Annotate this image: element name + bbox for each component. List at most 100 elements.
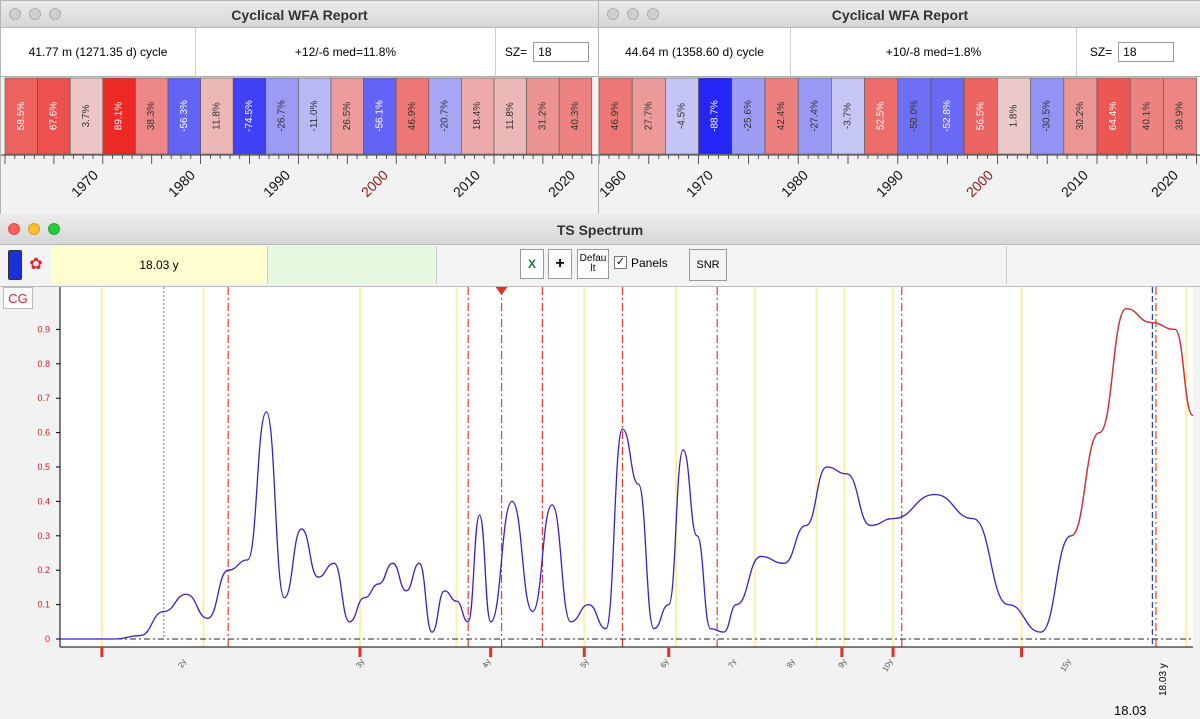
wfa-cell bbox=[526, 77, 560, 155]
wfa-year-label: 2010 bbox=[1058, 167, 1091, 200]
x-tick-label: 9y bbox=[836, 658, 848, 670]
wfa-cell bbox=[232, 77, 267, 155]
wfa-year-label: 1980 bbox=[165, 167, 198, 200]
x-tick-label: 8y bbox=[785, 658, 797, 670]
wfa-cell bbox=[1030, 77, 1065, 155]
wfa-year-label: 2010 bbox=[450, 167, 483, 200]
wfa-year-label: 2020 bbox=[1148, 167, 1181, 200]
wfa-cell-label: 46.9% bbox=[407, 102, 418, 130]
y-tick-label: 0.9 bbox=[37, 324, 50, 334]
close-button[interactable] bbox=[607, 8, 619, 20]
wfa-cell-label: 30.2% bbox=[1075, 102, 1086, 130]
wfa-cell-label: 40.3% bbox=[570, 102, 581, 130]
panels-checkbox[interactable]: ✓ bbox=[614, 256, 627, 269]
wfa-cell-label: -11.0% bbox=[309, 100, 320, 131]
zoom-button[interactable] bbox=[647, 8, 659, 20]
wfa-cell-label: -56.1% bbox=[374, 100, 385, 132]
wfa-cell-label: 11.8% bbox=[505, 102, 516, 130]
x-marker bbox=[1020, 647, 1024, 657]
secondary-field[interactable] bbox=[268, 246, 437, 284]
wfa-cell bbox=[963, 77, 998, 155]
wfa-cell bbox=[4, 77, 38, 155]
wfa-cell bbox=[363, 77, 397, 155]
wfa-cell bbox=[864, 77, 899, 155]
wfa-cell-label: -4.5% bbox=[677, 103, 688, 129]
close-button[interactable] bbox=[8, 223, 20, 235]
wfa-year-label: 1970 bbox=[68, 167, 101, 200]
wfa-cell-label: 46.9% bbox=[610, 102, 621, 130]
wfa-cell bbox=[1163, 77, 1197, 155]
period-field[interactable]: 18.03 y bbox=[51, 246, 268, 284]
minimize-button[interactable] bbox=[28, 223, 40, 235]
wfa-cell bbox=[298, 77, 332, 155]
x-marker bbox=[582, 647, 586, 657]
minimize-button[interactable] bbox=[627, 8, 639, 20]
sz-input[interactable]: 18 bbox=[1118, 42, 1175, 62]
wfa-cell bbox=[200, 77, 234, 155]
zoom-button[interactable] bbox=[49, 8, 61, 20]
color-swatch-button[interactable] bbox=[8, 250, 22, 280]
add-button[interactable]: + bbox=[548, 249, 572, 279]
cursor-period-label: 18.03 y bbox=[1158, 663, 1169, 696]
wfa-cell-label: 1.8% bbox=[1009, 104, 1020, 127]
wfa-year-label: 1980 bbox=[778, 167, 811, 200]
wfa-cell bbox=[135, 77, 169, 155]
x-tick-label: 4y bbox=[480, 658, 492, 670]
wfa-cell-label: 67.6% bbox=[48, 102, 59, 130]
wfa-cell-label: -26.7% bbox=[277, 100, 288, 132]
wfa-cell-label: 52.5% bbox=[876, 102, 887, 130]
wfa-cell bbox=[599, 77, 633, 155]
y-tick-label: 0.7 bbox=[37, 393, 50, 403]
wfa-cell-label: -30.5% bbox=[1042, 100, 1053, 132]
sz-label: SZ= bbox=[504, 45, 528, 59]
selected-peak-marker[interactable] bbox=[495, 287, 508, 295]
y-tick-label: 0.2 bbox=[37, 565, 50, 575]
wfa-cell-label: 11.8% bbox=[211, 102, 222, 130]
default-button[interactable]: Default bbox=[577, 249, 609, 279]
wfa-cell-label: 89.1% bbox=[114, 102, 125, 130]
wfa-cell bbox=[997, 77, 1031, 155]
wfa-cell-label: -25.6% bbox=[743, 100, 754, 132]
sz-input[interactable]: 18 bbox=[533, 42, 590, 62]
y-tick-label: 0.5 bbox=[37, 462, 50, 472]
y-tick-label: 0.6 bbox=[37, 428, 50, 438]
spectrum-plot[interactable]: 0 0.1 0.2 0.3 0.4 0.5 0.6 0.7 0.8 0.9 2y 3y 4y 5y 6y 7y… bbox=[0, 287, 1200, 719]
wfa-cell bbox=[897, 77, 932, 155]
wfa-cell bbox=[461, 77, 495, 155]
y-tick-label: 0 bbox=[45, 634, 50, 644]
wfa-window-left: Cyclical WFA Report 41.77 m (1271.35 d) … bbox=[0, 0, 599, 215]
wfa-heatmap: 58.5% 67.6% 3.7% 89.1% 38.3% -56.3% 11.8% -74.5… bbox=[1, 77, 598, 200]
y-tick-label: 0.1 bbox=[37, 600, 50, 610]
spectrum-toolbar: ✿ 18.03 y X + Default ✓ Panels SNR bbox=[0, 246, 1200, 287]
wfa-year-label: 1990 bbox=[260, 167, 293, 200]
wfa-right-titlebar[interactable]: Cyclical WFA Report bbox=[599, 1, 1200, 28]
close-button[interactable] bbox=[9, 8, 21, 20]
spectrum-titlebar[interactable]: TS Spectrum bbox=[0, 214, 1200, 245]
cg-button[interactable]: CG bbox=[3, 287, 33, 309]
plus-icon: + bbox=[555, 255, 565, 272]
window-title: Cyclical WFA Report bbox=[231, 7, 368, 23]
x-marker bbox=[667, 647, 671, 657]
sz-label: SZ= bbox=[1089, 45, 1113, 59]
wfa-cell-label: -50.0% bbox=[909, 100, 920, 132]
wfa-left-titlebar[interactable]: Cyclical WFA Report bbox=[1, 1, 598, 28]
x-tick-label: 3y bbox=[354, 658, 366, 670]
wfa-cell bbox=[1096, 77, 1131, 155]
wfa-year-label: 1960 bbox=[599, 167, 629, 200]
wfa-cell-label: 56.5% bbox=[975, 102, 986, 130]
minimize-button[interactable] bbox=[29, 8, 41, 20]
wfa-cell bbox=[665, 77, 699, 155]
y-tick-label: 0.4 bbox=[37, 496, 50, 506]
wfa-cell-label: 39.9% bbox=[1175, 102, 1186, 130]
wfa-cell bbox=[1129, 77, 1164, 155]
wfa-cell bbox=[558, 77, 593, 155]
snr-button[interactable]: SNR bbox=[689, 249, 727, 281]
wfa-cell bbox=[631, 77, 666, 155]
excel-export-button[interactable]: X bbox=[520, 249, 544, 279]
wfa-cell bbox=[265, 77, 299, 155]
settings-gear-icon[interactable]: ✿ bbox=[29, 256, 43, 273]
zoom-button[interactable] bbox=[48, 223, 60, 235]
wfa-cell-label: -74.5% bbox=[244, 100, 255, 132]
stats-label: +10/-8 med=1.8% bbox=[791, 28, 1077, 76]
wfa-year-label: 2020 bbox=[545, 167, 578, 200]
